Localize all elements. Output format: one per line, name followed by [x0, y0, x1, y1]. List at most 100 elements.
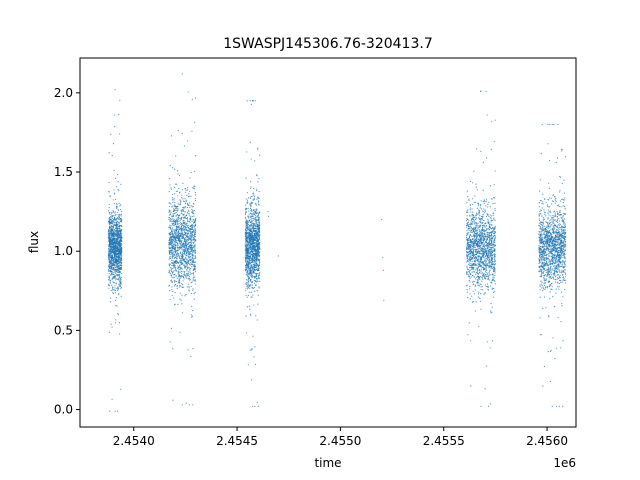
data-point: [187, 91, 189, 93]
data-point: [473, 201, 476, 203]
data-point: [169, 263, 171, 265]
data-point: [110, 247, 112, 249]
data-point: [180, 200, 182, 202]
data-point: [188, 209, 190, 212]
data-point: [486, 200, 488, 202]
data-point: [186, 230, 188, 232]
data-point: [468, 199, 470, 202]
data-point: [249, 252, 251, 254]
data-point: [247, 266, 250, 268]
data-point: [245, 198, 247, 200]
data-point: [116, 274, 118, 276]
data-point: [121, 264, 123, 267]
data-point: [168, 290, 171, 292]
data-point: [183, 259, 185, 261]
data-point: [176, 221, 179, 223]
data-point: [108, 233, 110, 235]
data-point: [246, 229, 248, 231]
data-point: [471, 269, 473, 271]
data-point: [256, 401, 258, 403]
data-point: [190, 195, 192, 197]
data-point: [248, 226, 250, 228]
data-point: [256, 248, 259, 250]
data-point: [249, 100, 251, 102]
data-point: [469, 180, 472, 183]
data-point: [174, 291, 176, 294]
data-point: [113, 253, 116, 255]
data-point: [192, 247, 194, 249]
data-point: [173, 193, 176, 195]
data-point: [170, 274, 172, 276]
data-point: [173, 254, 175, 256]
data-point: [251, 349, 253, 351]
data-point: [190, 205, 192, 207]
data-point: [471, 198, 474, 200]
data-point: [112, 289, 114, 291]
data-point: [250, 251, 252, 253]
data-point: [114, 252, 117, 254]
data-point: [178, 286, 181, 288]
data-point: [182, 263, 184, 265]
data-point: [180, 221, 182, 224]
data-point: [111, 215, 114, 218]
data-point: [476, 225, 478, 227]
data-point: [251, 210, 253, 212]
data-point: [110, 241, 113, 243]
data-point: [173, 241, 176, 243]
data-point: [168, 211, 170, 213]
data-point: [120, 213, 123, 215]
data-point: [117, 289, 119, 291]
data-point: [194, 268, 196, 271]
data-point: [178, 268, 180, 271]
data-point: [115, 253, 117, 256]
data-point: [489, 214, 492, 216]
data-point: [176, 210, 178, 212]
data-point: [492, 275, 494, 277]
data-point: [168, 218, 170, 221]
data-point: [177, 233, 179, 235]
data-point: [194, 222, 196, 224]
data-point: [248, 262, 250, 264]
data-point: [115, 257, 117, 260]
data-point: [170, 218, 172, 220]
data-point: [253, 213, 256, 216]
data-point: [108, 255, 110, 257]
data-point: [111, 235, 113, 237]
data-point: [256, 289, 259, 292]
data-point: [245, 274, 247, 276]
data-point: [489, 310, 492, 312]
data-point: [492, 235, 494, 237]
data-point: [258, 250, 260, 252]
data-point: [109, 265, 111, 267]
data-point: [247, 251, 249, 253]
data-point: [255, 216, 257, 218]
data-point: [250, 279, 252, 281]
data-point: [109, 236, 111, 238]
data-point: [176, 217, 178, 219]
data-point: [108, 277, 110, 279]
data-point: [120, 242, 122, 245]
data-point: [259, 224, 261, 226]
data-point: [177, 215, 179, 217]
data-point: [108, 258, 110, 260]
data-point: [172, 217, 174, 219]
data-point: [179, 258, 182, 260]
data-point: [180, 259, 182, 261]
data-point: [251, 264, 253, 266]
data-point: [183, 229, 185, 231]
data-point: [118, 274, 120, 277]
data-point: [112, 228, 114, 230]
data-point: [111, 263, 113, 265]
data-point: [257, 147, 259, 149]
data-point: [466, 190, 468, 192]
data-point: [116, 254, 118, 256]
data-point: [191, 256, 193, 259]
data-point: [109, 260, 111, 262]
data-point: [108, 181, 110, 184]
data-point: [255, 174, 258, 176]
data-point: [192, 241, 194, 243]
data-point: [247, 226, 249, 228]
data-point: [112, 245, 114, 247]
data-point: [174, 251, 177, 254]
data-point: [189, 221, 191, 223]
